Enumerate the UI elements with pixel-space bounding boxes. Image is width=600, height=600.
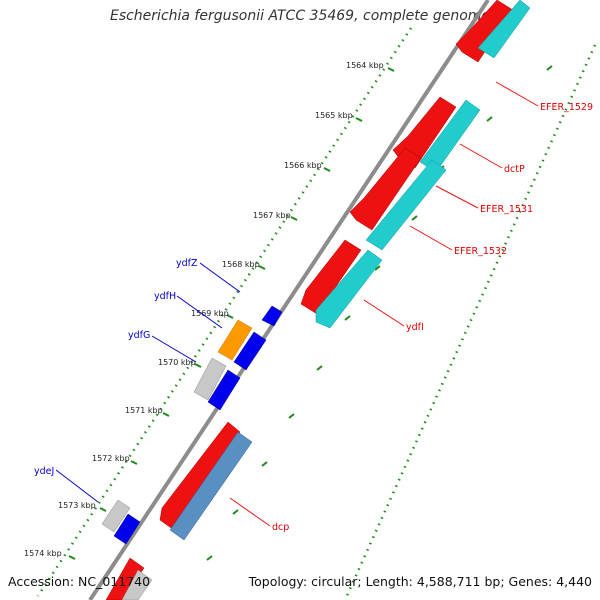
scale-ticks <box>68 67 395 560</box>
leader-ydej <box>55 469 99 503</box>
cds-ydfh-orange <box>217 319 253 361</box>
label-dctp: dctP <box>504 164 525 175</box>
scale-tick <box>355 117 363 122</box>
tick-label-1570: 1570 kbp <box>158 358 196 367</box>
inner-tick <box>486 116 493 122</box>
cds-ydej-gray <box>101 499 131 533</box>
tick-dots-track <box>36 27 597 600</box>
outer-dotted-track <box>36 27 413 597</box>
topology-text: Topology: circular; Length: 4,588,711 bp… <box>248 574 592 589</box>
leader-efer-1531 <box>435 185 479 209</box>
leader-dctp <box>459 143 503 169</box>
leader-ydfz <box>199 262 241 293</box>
cds-ydfg-blue <box>207 369 241 411</box>
inner-tick <box>344 315 351 321</box>
inner-tick <box>411 215 418 221</box>
scale-tick <box>68 555 76 560</box>
scale-tick <box>194 363 202 368</box>
scale-tick <box>323 167 331 172</box>
leader-ydfi <box>363 299 405 327</box>
tick-label-1568: 1568 kbp <box>222 260 260 269</box>
scale-tick <box>162 412 170 417</box>
label-ydej: ydeJ <box>34 466 54 477</box>
tick-label-1569: 1569 kbp <box>191 309 229 318</box>
inner-tick <box>374 265 381 271</box>
cds-dcp-steel <box>169 431 253 541</box>
tick-label-1572: 1572 kbp <box>92 454 130 463</box>
inner-tick <box>288 413 295 419</box>
inner-scale-ticks <box>206 65 553 561</box>
cds-ydfh-blue <box>233 331 267 371</box>
cds-ydej-blue <box>113 513 141 545</box>
cds-efer-1531-red <box>349 147 422 231</box>
scale-tick-labels: 1564 kbp 1565 kbp 1566 kbp 1567 kbp 1568… <box>24 61 384 558</box>
label-dcp: dcp <box>272 522 289 533</box>
label-ydfg: ydfG <box>128 330 150 341</box>
scale-tick <box>130 460 138 465</box>
tick-label-1573: 1573 kbp <box>58 501 96 510</box>
label-efer-1532: EFER_1532 <box>454 246 507 257</box>
tick-label-1571: 1571 kbp <box>125 406 163 415</box>
inner-dotted-track <box>343 44 597 600</box>
inner-tick <box>232 509 239 515</box>
label-ydfh: ydfH <box>154 291 176 302</box>
label-ydfi: ydfI <box>406 322 424 333</box>
cds-efer-1532-red <box>300 239 362 315</box>
scale-tick <box>387 67 395 72</box>
gene-labels: EFER_1529 dctP EFER_1531 EFER_1532 ydfI … <box>34 102 593 533</box>
scale-tick <box>226 314 234 319</box>
scale-tick <box>258 265 266 270</box>
genome-backbone <box>88 0 490 600</box>
leader-efer-1532 <box>409 225 453 251</box>
cds-dcp-red <box>159 421 241 531</box>
inner-tick <box>206 555 213 561</box>
cds-bottom-gray <box>121 569 153 600</box>
cds-efer-1529-cyan <box>477 0 531 59</box>
cds-ydfz-blue <box>261 305 283 327</box>
inner-tick <box>546 65 553 71</box>
label-leaders <box>55 81 539 527</box>
label-ydfz: ydfZ <box>176 258 198 269</box>
cds-efer-1531-cyan <box>365 159 447 251</box>
leader-ydfh <box>176 295 223 329</box>
tick-label-1564: 1564 kbp <box>346 61 384 70</box>
map-title: Escherichia fergusonii ATCC 35469, compl… <box>109 8 491 24</box>
leader-ydfg <box>151 335 197 363</box>
accession-text: Accession: NC_011740 <box>8 574 151 589</box>
scale-tick <box>290 216 298 221</box>
reverse-strand-cds <box>105 0 514 600</box>
tick-label-1565: 1565 kbp <box>315 111 353 120</box>
forward-strand-cds <box>121 0 531 600</box>
leader-dcp <box>229 497 271 527</box>
inner-tick <box>261 461 268 467</box>
tick-label-1566: 1566 kbp <box>284 161 322 170</box>
tick-label-1574: 1574 kbp <box>24 549 62 558</box>
label-efer-1529: EFER_1529 <box>540 102 593 113</box>
cds-ydfg-gray <box>193 357 227 401</box>
scale-tick <box>99 507 107 512</box>
small-genes <box>101 305 283 545</box>
inner-tick <box>316 365 323 371</box>
label-efer-1531: EFER_1531 <box>480 204 533 215</box>
leader-efer-1529 <box>495 81 539 107</box>
tick-label-1567: 1567 kbp <box>253 211 291 220</box>
cds-bottom-red <box>105 557 145 600</box>
cds-ydfi-cyan <box>315 249 383 329</box>
